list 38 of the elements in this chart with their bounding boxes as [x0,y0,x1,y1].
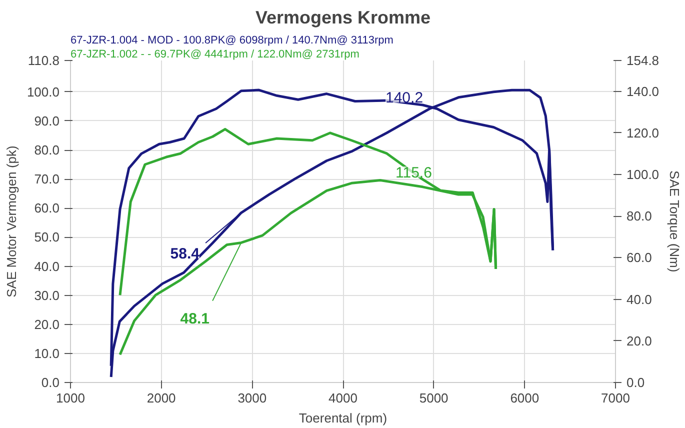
annotation: 140.2 [386,90,424,106]
x-tick-label: 2000 [146,390,176,406]
y-tick-label: 100.0 [26,84,60,100]
y-tick-label: 20.0 [34,316,60,332]
y-tick-label: 50.0 [34,230,60,245]
text: 67-JZR-1.004 - MOD - 100.8PK@ 6098rpm / 140.7Nm@ 3113rpm [70,34,394,46]
y2-tick-label: 20.0 [626,333,652,348]
y-tick-label: 60.0 [34,200,60,216]
y2-tick-label: 60.0 [626,250,652,266]
y2-axis-title: SAE Torque (Nm) [667,170,682,272]
annotation: 58.4 [170,246,200,263]
x-tick-label: 6000 [510,390,540,406]
annotation: 115.6 [396,164,432,182]
y2-tick-label: 154.8 [626,53,660,68]
x-tick-label: 7000 [601,390,630,406]
chart-title: Vermogens Kromme [255,8,431,28]
y2-tick-label: 0.0 [626,375,645,390]
y-tick-label: 70.0 [34,172,60,187]
y-tick-label: 110.8 [28,53,60,68]
y2-tick-label: 80.0 [626,208,652,224]
x-axis-title: Toerental (rpm) [298,410,388,426]
x-tick-label: 5000 [419,390,448,406]
y-tick-label: 30.0 [34,288,60,303]
y-tick-label: 40.0 [34,258,60,274]
x-tick-label: 1000 [56,390,85,406]
y-tick-label: 90.0 [34,113,60,128]
y-tick-label: 80.0 [34,142,60,158]
y-tick-label: 0.0 [41,375,60,390]
x-tick-label: 4000 [328,390,358,406]
text: 67-JZR-1.002 - - 69.7PK@ 4441rpm / 122.0Nm@ 2731rpm [70,48,360,60]
y-axis-title: SAE Motor Vermogen (pk) [4,146,19,298]
y2-tick-label: 140.0 [626,84,660,99]
y2-tick-label: 100.0 [626,166,660,182]
y2-tick-label: 120.0 [626,125,660,140]
x-tick-label: 3000 [238,390,267,406]
y2-tick-label: 40.0 [626,292,652,307]
y-tick-label: 10.0 [34,346,60,361]
annotation: 48.1 [180,310,210,328]
